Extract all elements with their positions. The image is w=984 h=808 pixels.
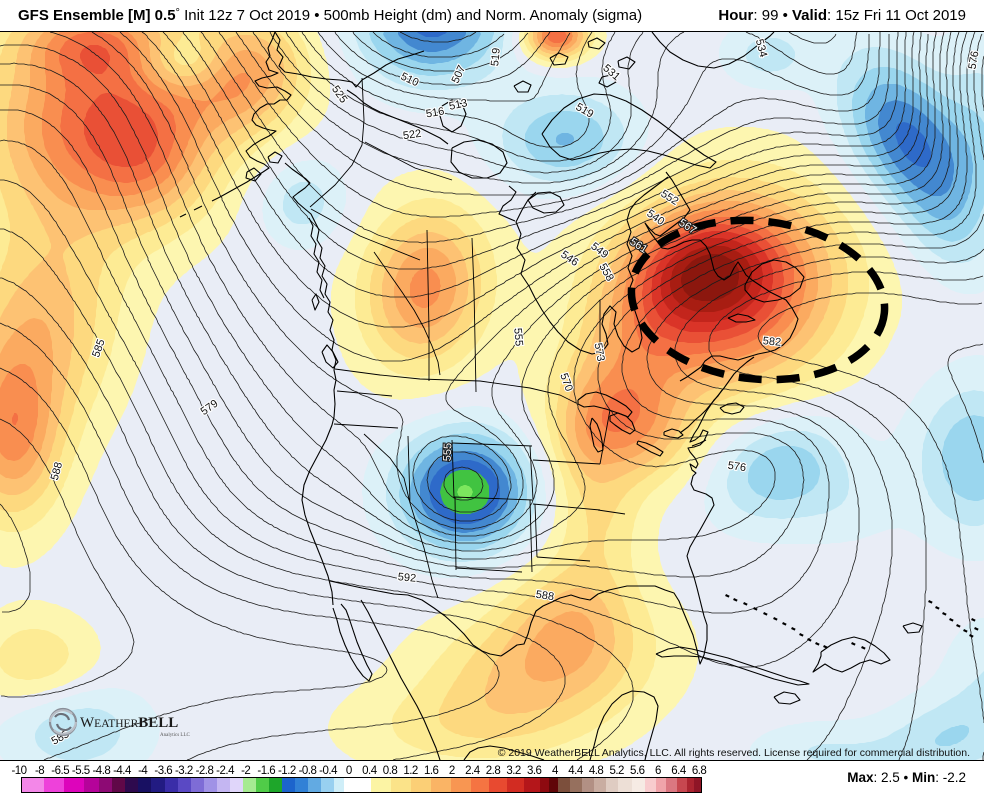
- svg-text:552: 552: [659, 188, 681, 208]
- svg-text:570: 570: [557, 372, 575, 393]
- svg-text:516: 516: [425, 105, 445, 120]
- svg-text:579: 579: [199, 398, 221, 418]
- svg-text:558: 558: [596, 262, 616, 284]
- svg-text:588: 588: [535, 589, 555, 603]
- svg-text:576: 576: [966, 50, 981, 70]
- svg-text:519: 519: [489, 47, 503, 66]
- svg-text:567: 567: [676, 217, 698, 237]
- svg-text:510: 510: [399, 71, 421, 90]
- svg-text:507: 507: [450, 64, 469, 86]
- svg-text:555: 555: [511, 327, 525, 346]
- svg-text:WEATHERBELL: WEATHERBELL: [80, 715, 178, 731]
- svg-text:522: 522: [402, 128, 422, 142]
- svg-text:534: 534: [753, 38, 769, 59]
- svg-text:519: 519: [574, 101, 596, 121]
- svg-text:585: 585: [90, 338, 108, 359]
- svg-text:Analytics LLC: Analytics LLC: [160, 733, 191, 738]
- svg-text:592: 592: [397, 571, 416, 585]
- svg-text:540: 540: [644, 208, 666, 228]
- svg-text:© 2019 WeatherBELL Analytics,: © 2019 WeatherBELL Analytics, LLC. All r…: [498, 747, 970, 759]
- svg-text:525: 525: [329, 84, 349, 106]
- svg-text:549: 549: [588, 240, 610, 261]
- svg-text:576: 576: [727, 460, 747, 474]
- svg-text:573: 573: [592, 342, 607, 362]
- svg-text:588: 588: [49, 461, 65, 482]
- svg-text:513: 513: [448, 97, 468, 113]
- svg-text:582: 582: [762, 335, 781, 349]
- svg-text:555: 555: [442, 443, 455, 462]
- svg-text:546: 546: [558, 249, 580, 269]
